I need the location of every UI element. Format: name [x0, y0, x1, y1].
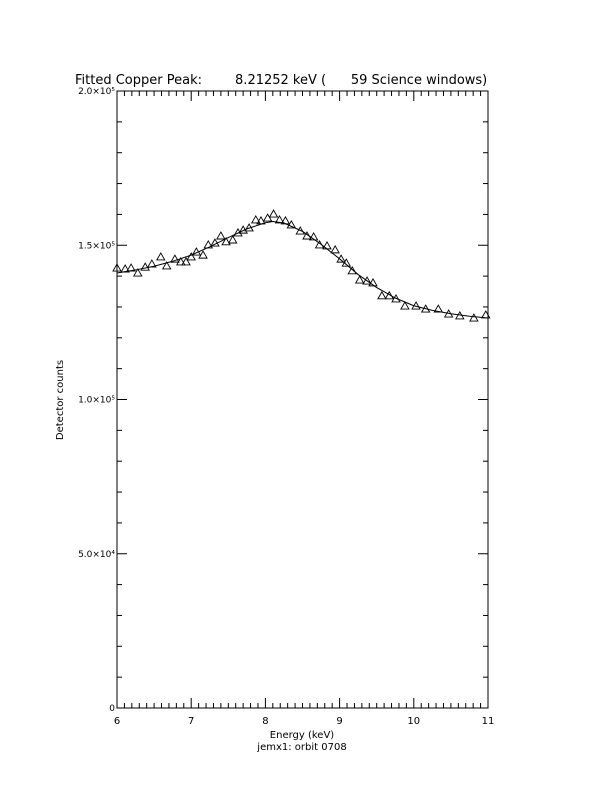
data-point	[250, 215, 261, 224]
data-point	[221, 236, 231, 246]
data-point	[308, 232, 319, 241]
data-point	[161, 261, 172, 270]
data-point	[268, 209, 279, 218]
data-point	[286, 219, 297, 229]
data-point	[347, 265, 357, 275]
data-point	[140, 262, 150, 271]
x-tick-label: 11	[482, 716, 495, 727]
x-tick-label: 7	[188, 716, 194, 727]
data-point	[469, 313, 479, 322]
data-point	[262, 213, 273, 222]
data-point	[433, 304, 444, 313]
data-point	[368, 277, 378, 287]
data-point	[295, 226, 306, 235]
y-tick-label: 5.0×10⁴	[78, 550, 115, 560]
data-point	[198, 250, 208, 259]
data-point	[400, 301, 410, 310]
data-point	[227, 235, 238, 244]
y-tick-label: 2.0×10⁵	[78, 87, 115, 97]
data-point	[170, 254, 180, 263]
data-point	[112, 263, 122, 272]
data-point	[181, 257, 191, 266]
fit-line	[116, 220, 489, 319]
chart-title: Fitted Copper Peak: 8.21252 keV ( 59 Sci…	[75, 73, 487, 88]
data-point	[362, 276, 372, 285]
y-tick-label: 1.5×10⁵	[78, 241, 115, 251]
data-point	[330, 244, 340, 254]
y-axis-label: Detector counts	[55, 360, 66, 440]
data-point	[377, 290, 387, 300]
data-point	[186, 252, 196, 261]
x-tick-label: 10	[407, 716, 420, 727]
data-point	[156, 252, 166, 261]
x-tick-label: 6	[114, 716, 120, 727]
data-point	[216, 231, 226, 240]
footnote: jemx1: orbit 0708	[256, 742, 346, 753]
data-point	[133, 268, 143, 277]
data-point	[274, 215, 285, 224]
x-tick-label: 8	[262, 716, 268, 727]
data-point	[391, 294, 401, 303]
x-axis-label: Energy (keV)	[270, 730, 335, 741]
y-tick-label: 1.0×10⁵	[78, 396, 115, 406]
x-tick-label: 9	[336, 716, 342, 727]
data-point	[176, 257, 186, 266]
data-point	[210, 238, 220, 247]
data-point	[354, 275, 365, 284]
y-tick-label: 0	[109, 704, 115, 714]
